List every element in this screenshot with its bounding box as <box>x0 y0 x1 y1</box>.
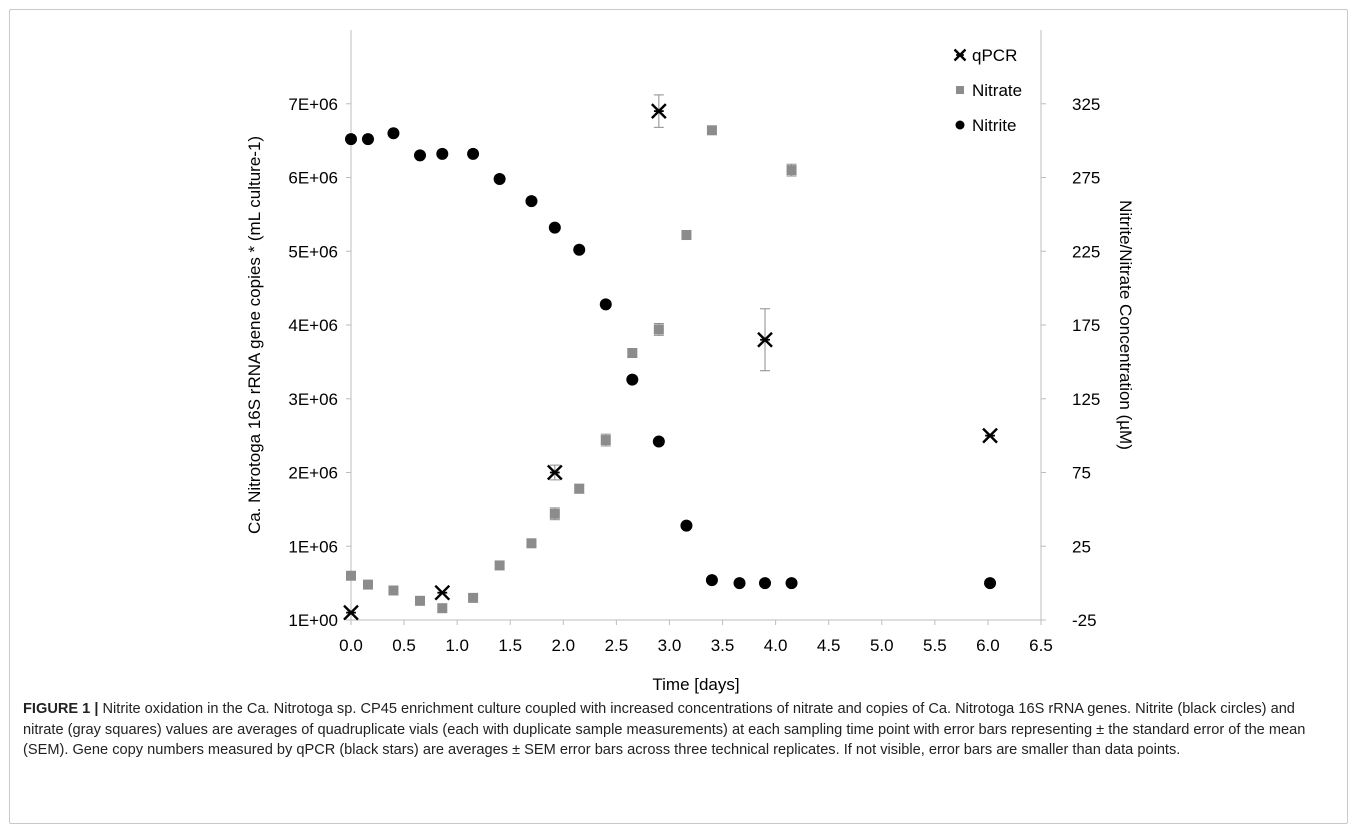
nitrite-point <box>387 127 400 140</box>
y-left-tick-label: 1E+00 <box>288 611 338 630</box>
figure-frame <box>9 9 1348 824</box>
y-right-tick-label: 225 <box>1072 242 1100 261</box>
nitrate-point <box>437 603 448 614</box>
nitrate-point <box>706 125 717 136</box>
nitrate-point <box>786 165 797 176</box>
nitrate-point <box>627 348 638 359</box>
legend-qpcr-marker <box>953 48 967 62</box>
nitrate-point <box>653 324 664 335</box>
nitrate-point <box>600 435 611 446</box>
nitrate-point <box>526 538 537 549</box>
nitrate-point <box>549 508 560 519</box>
nitrite-point <box>345 133 357 146</box>
nitrite-point <box>467 147 480 160</box>
y-left-tick-label: 2E+06 <box>288 464 338 483</box>
nitrite-point <box>652 435 665 448</box>
x-tick-label: 5.5 <box>923 636 947 655</box>
y-left-tick-label: 7E+06 <box>288 95 338 114</box>
x-tick-label: 0.0 <box>339 636 363 655</box>
nitrate-point <box>346 570 356 581</box>
y-left-axis-title: Ca. Nitrotoga 16S rRNA gene copies * (mL… <box>245 136 264 534</box>
y-left-tick-label: 5E+06 <box>288 242 338 261</box>
qpcr-point <box>650 103 667 119</box>
x-tick-label: 3.5 <box>711 636 735 655</box>
x-tick-label: 4.0 <box>764 636 788 655</box>
nitrite-point <box>733 577 746 590</box>
y-right-tick-label: 75 <box>1072 464 1091 483</box>
nitrite-point <box>785 577 798 590</box>
x-tick-label: 3.0 <box>658 636 682 655</box>
nitrite-point <box>436 147 449 160</box>
y-right-tick-label: 25 <box>1072 537 1091 556</box>
x-axis-title: Time [days] <box>652 675 739 694</box>
nitrite-point <box>705 574 718 587</box>
nitrite-point <box>525 195 538 208</box>
x-tick-label: 4.5 <box>817 636 841 655</box>
y-left-tick-label: 3E+06 <box>288 390 338 409</box>
legend-nitrate-marker <box>956 86 964 94</box>
x-tick-label: 1.0 <box>445 636 469 655</box>
legend-nitrite-label: Nitrite <box>972 116 1016 135</box>
nitrate-point <box>468 592 479 603</box>
x-tick-label: 6.0 <box>976 636 1000 655</box>
nitrate-point <box>415 595 425 606</box>
caption-label: FIGURE 1 | <box>23 701 99 717</box>
x-tick-label: 6.5 <box>1029 636 1053 655</box>
x-tick-label: 1.5 <box>498 636 522 655</box>
legend-qpcr-label: qPCR <box>972 46 1017 65</box>
y-right-tick-label: 275 <box>1072 169 1100 188</box>
y-left-tick-label: 6E+06 <box>288 169 338 188</box>
nitrite-point <box>984 577 997 590</box>
qpcr-point <box>343 604 359 621</box>
nitrite-point <box>548 221 561 234</box>
nitrite-point <box>626 373 639 386</box>
nitrite-point <box>599 298 612 311</box>
x-tick-label: 0.5 <box>392 636 416 655</box>
x-tick-label: 2.5 <box>605 636 629 655</box>
y-right-tick-label: -25 <box>1072 611 1097 630</box>
nitrate-point <box>362 579 373 590</box>
qpcr-point <box>757 331 773 348</box>
caption-text: Nitrite oxidation in the Ca. Nitrotoga s… <box>23 701 1306 758</box>
y-right-tick-label: 325 <box>1072 95 1100 114</box>
qpcr-point <box>434 584 451 601</box>
nitrite-point <box>759 577 771 590</box>
y-left-tick-label: 1E+06 <box>288 537 338 556</box>
nitrite-point <box>493 172 506 185</box>
y-right-tick-label: 125 <box>1072 390 1100 409</box>
nitrite-point <box>573 243 586 256</box>
nitrate-point <box>388 585 399 596</box>
nitrite-point <box>361 133 374 146</box>
y-right-tick-label: 175 <box>1072 316 1100 335</box>
figure-caption: FIGURE 1 | Nitrite oxidation in the Ca. … <box>23 699 1333 761</box>
nitrite-point <box>680 519 693 532</box>
nitrite-point <box>414 149 426 162</box>
x-tick-label: 5.0 <box>870 636 894 655</box>
nitrate-point <box>494 560 505 571</box>
legend-nitrate-label: Nitrate <box>972 81 1022 100</box>
y-left-tick-label: 4E+06 <box>288 316 338 335</box>
x-tick-label: 2.0 <box>551 636 575 655</box>
qpcr-point <box>982 427 998 444</box>
qpcr-point <box>546 464 563 481</box>
y-right-axis-title: Nitrite/Nitrate Concentration (µM) <box>1116 200 1135 450</box>
legend-nitrite-marker <box>955 120 965 130</box>
nitrate-point <box>681 230 692 241</box>
nitrate-point <box>574 483 585 494</box>
